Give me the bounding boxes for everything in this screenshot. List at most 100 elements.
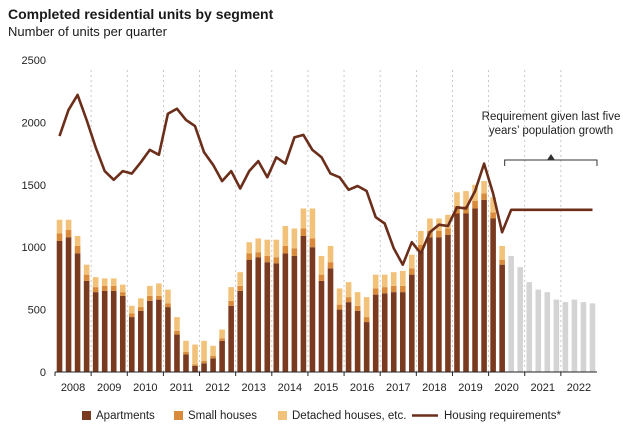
bar-apartments-2019q3 [472,208,478,372]
bar-detached-houses-etc-2019q2 [463,191,469,207]
y-tick-label: 500 [28,305,46,317]
bar-detached-houses-etc-2015q2 [318,255,325,275]
bar-detached-houses-etc-2015q1 [309,208,316,239]
bar-apartments-2020q2 [499,264,505,372]
bar-small-houses-2008q2 [65,229,72,238]
bar-detached-houses-etc-2009q3 [110,278,117,286]
bar-detached-houses-etc-2012q1 [201,340,207,361]
bar-detached-houses-etc-2008q3 [74,235,81,246]
bar-detached-houses-etc-2012q3 [219,329,225,339]
bar-apartments-2010q1 [128,317,135,372]
bar-detached-houses-etc-2010q4 [156,283,162,296]
bar-small-houses-2013q2 [246,253,253,260]
bar-apartments-2017q3 [399,292,406,372]
bar-small-houses-2015q2 [318,274,325,281]
bar-detached-houses-etc-2019q4 [481,181,487,194]
y-tick-label: 0 [40,367,46,379]
bar-detached-houses-etc-2010q3 [147,285,153,296]
bar-detached-houses-etc-2020q2 [499,245,505,260]
bar-small-houses-2014q3 [291,248,298,256]
bar-small-houses-2012q4 [228,300,234,306]
bar-apartments-2013q4 [264,262,271,372]
bar-small-houses-2008q4 [83,274,90,281]
bar-detached-houses-etc-2009q4 [119,284,126,293]
legend-swatch [278,411,287,420]
bar-small-houses-2015q4 [336,304,343,310]
bar-small-houses-2011q4 [192,364,198,366]
bar-small-houses-2011q2 [174,330,180,335]
bar-forecast-2022q4 [589,303,596,372]
bar-apartments-2010q3 [147,300,153,372]
bar-detached-houses-etc-2013q1 [237,272,243,286]
legend-label: Detached houses, etc. [292,410,406,422]
bar-small-houses-2010q1 [128,313,135,318]
bar-apartments-2011q2 [174,334,180,372]
bar-apartments-2014q3 [291,255,298,372]
bar-detached-houses-etc-2014q4 [300,208,307,229]
bar-detached-houses-etc-2008q4 [83,264,90,275]
bar-apartments-2011q4 [192,365,198,372]
bar-detached-houses-etc-2012q4 [228,287,234,301]
bar-forecast-2022q3 [580,302,587,372]
bar-detached-houses-etc-2018q2 [427,218,433,231]
bar-detached-houses-etc-2013q4 [264,239,271,256]
bar-small-houses-2017q1 [381,287,388,294]
bar-apartments-2012q2 [210,358,216,372]
bar-detached-houses-etc-2016q1 [345,282,352,298]
legend-label: Housing requirements* [444,410,562,422]
bar-small-houses-2017q4 [409,268,415,275]
bar-detached-houses-etc-2010q2 [138,298,144,308]
chart-title: Completed residential units by segment [8,6,274,22]
bar-apartments-2012q1 [201,363,207,372]
bar-apartments-2019q2 [463,213,469,372]
bar-apartments-2009q4 [119,295,126,372]
bar-small-houses-2008q1 [56,233,63,241]
bar-small-houses-2018q1 [418,244,424,251]
bar-detached-houses-etc-2017q1 [381,274,388,288]
bar-apartments-2016q2 [354,310,361,372]
bar-apartments-2009q1 [92,292,99,372]
bar-small-houses-2017q2 [390,285,397,293]
bar-apartments-2012q3 [219,340,225,372]
legend-label: Apartments [96,410,155,422]
y-tick-label: 1500 [22,180,46,192]
bar-forecast-2020q3 [508,255,514,372]
bar-detached-houses-etc-2008q1 [56,219,63,234]
x-tick-label: 2021 [531,382,555,394]
bar-small-houses-2012q2 [210,355,216,359]
bar-small-houses-2013q4 [264,255,271,263]
bar-detached-houses-etc-2016q2 [354,292,361,306]
x-tick-label: 2011 [170,382,194,394]
bar-small-houses-2014q2 [282,245,289,254]
bar-small-houses-2016q4 [372,288,379,295]
y-tick-label: 2500 [22,55,46,67]
x-tick-label: 2008 [61,382,85,394]
bar-forecast-2021q4 [553,299,560,372]
bar-apartments-2018q2 [427,237,433,372]
bar-small-houses-2011q3 [183,352,189,355]
bar-detached-houses-etc-2011q4 [192,344,198,365]
y-tick-label: 1000 [22,242,46,254]
bar-detached-houses-etc-2011q3 [183,340,189,353]
bar-detached-houses-etc-2018q4 [445,214,451,229]
bar-forecast-2022q1 [562,302,569,372]
bar-detached-houses-etc-2017q3 [399,270,406,286]
bar-small-houses-2020q2 [499,259,505,265]
bar-small-houses-2020q1 [490,212,496,219]
bar-apartments-2019q4 [481,199,487,372]
bar-small-houses-2014q4 [300,228,307,236]
bar-detached-houses-etc-2015q3 [327,245,334,263]
bar-detached-houses-etc-2012q2 [210,345,216,356]
bar-small-houses-2011q1 [165,303,171,308]
bar-small-houses-2016q1 [345,297,352,303]
bar-small-houses-2019q4 [481,193,487,200]
bar-apartments-2016q3 [363,322,370,372]
bar-small-houses-2010q4 [156,295,162,300]
bar-apartments-2017q4 [409,274,415,372]
bar-apartments-2019q1 [454,213,460,372]
bar-apartments-2020q1 [490,218,496,372]
bar-detached-houses-etc-2008q2 [65,219,72,230]
annotation-bracket [504,159,598,166]
bar-apartments-2016q4 [372,294,379,372]
bar-detached-houses-etc-2010q1 [128,305,135,314]
